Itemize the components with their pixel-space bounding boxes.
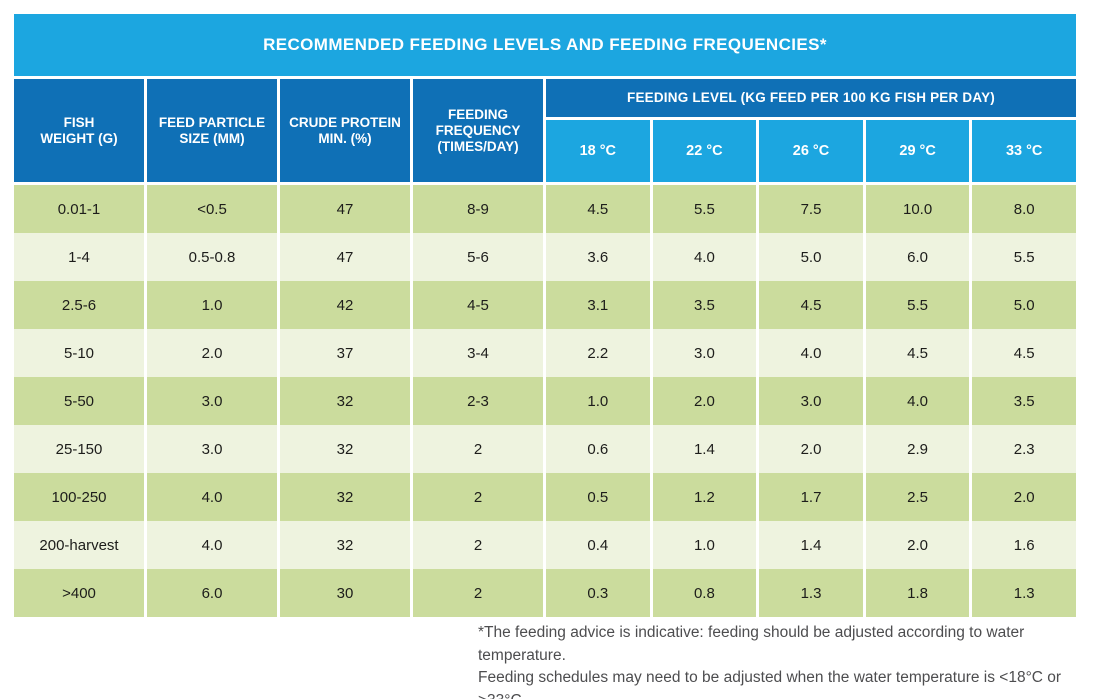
table-cell: 6.0 [147,569,277,617]
column-header-feeding-frequency: FEEDING FREQUENCY (TIMES/DAY) [413,79,543,182]
footnote: *The feeding advice is indicative: feedi… [478,622,1094,699]
table-cell: 4.0 [147,473,277,521]
table-cell: 0.5 [546,473,650,521]
table-cell: 2.0 [759,425,863,473]
footnote-line: Feeding schedules may need to be adjuste… [478,669,1062,699]
column-header-temp-22c: 22 °C [652,120,757,182]
table-cell: 4.5 [546,185,650,233]
table-cell: 3.0 [759,377,863,425]
table-cell: 2.3 [972,425,1076,473]
table-cell: <0.5 [147,185,277,233]
table-cell: 1.3 [759,569,863,617]
table-cell: 42 [280,281,410,329]
table-cell: 3.5 [972,377,1076,425]
table-cell: 5.0 [759,233,863,281]
table-cell: 8-9 [413,185,543,233]
table-cell: 6.0 [865,233,970,281]
table-cell: 10.0 [865,185,970,233]
table-cell: 5.5 [865,281,970,329]
table-cell: 2.2 [546,329,650,377]
table-cell: 4.5 [865,329,970,377]
table-cell: 1.0 [147,281,277,329]
table-cell: 0.01-1 [14,185,144,233]
table-cell: 1.6 [972,521,1076,569]
table-cell: 30 [280,569,410,617]
table-cell: 2-3 [413,377,543,425]
table-cell: 2.5-6 [14,281,144,329]
table-cell: 5-10 [14,329,144,377]
table-cell: 0.5-0.8 [147,233,277,281]
table-cell: 32 [280,425,410,473]
table-cell: 200-harvest [14,521,144,569]
table-cell: 2.9 [865,425,970,473]
column-header-temp-29c: 29 °C [865,120,970,182]
footnote-line: *The feeding advice is indicative: feedi… [478,624,1025,664]
column-header-temp-33c: 33 °C [972,120,1076,182]
table-cell: 4.0 [652,233,757,281]
table-cell: 2 [413,425,543,473]
table-cell: 1.2 [652,473,757,521]
table-cell: 25-150 [14,425,144,473]
table-cell: 2.0 [865,521,970,569]
table-title: RECOMMENDED FEEDING LEVELS AND FEEDING F… [14,14,1076,76]
table-header: FISH WEIGHT (G) FEED PARTICLE SIZE (MM) … [14,79,1076,182]
table-cell: 4.5 [972,329,1076,377]
column-header-temp-18c: 18 °C [546,120,650,182]
table-cell: 3.5 [652,281,757,329]
table-cell: 0.3 [546,569,650,617]
table-cell: 4.0 [147,521,277,569]
table-cell: 2.5 [865,473,970,521]
table-cell: 32 [280,377,410,425]
table-cell: 4.0 [759,329,863,377]
table-cell: 37 [280,329,410,377]
table-cell: 1.4 [759,521,863,569]
table-cell: 3.1 [546,281,650,329]
table-cell: 3.0 [147,425,277,473]
table-cell: 2.0 [147,329,277,377]
table-cell: 1.4 [652,425,757,473]
table-cell: 32 [280,521,410,569]
table-cell: 5.0 [972,281,1076,329]
table-cell: 2 [413,473,543,521]
column-header-fish-weight: FISH WEIGHT (G) [14,79,144,182]
table-cell: 2 [413,521,543,569]
table-cell: 4.5 [759,281,863,329]
table-cell: >400 [14,569,144,617]
table-cell: 1.7 [759,473,863,521]
table-cell: 2.0 [972,473,1076,521]
table-body: 0.01-1 <0.5 47 8-9 4.5 5.5 7.5 10.0 8.0 1-4 0.5-0.… [14,185,1076,617]
column-header-temp-26c: 26 °C [759,120,863,182]
table-cell: 4-5 [413,281,543,329]
table-cell: 100-250 [14,473,144,521]
table-cell: 5.5 [652,185,757,233]
table-cell: 3.0 [652,329,757,377]
table-cell: 1.3 [972,569,1076,617]
table-cell: 1.0 [652,521,757,569]
table-cell: 2.0 [652,377,757,425]
table-cell: 1-4 [14,233,144,281]
table-cell: 47 [280,233,410,281]
table-cell: 5-6 [413,233,543,281]
feeding-table: RECOMMENDED FEEDING LEVELS AND FEEDING F… [14,14,1076,617]
table-cell: 1.8 [865,569,970,617]
table-cell: 3-4 [413,329,543,377]
column-header-feeding-level: FEEDING LEVEL (KG FEED PER 100 KG FISH P… [546,79,1076,117]
table-cell: 1.0 [546,377,650,425]
table-cell: 5.5 [972,233,1076,281]
table-cell: 0.4 [546,521,650,569]
table-cell: 5-50 [14,377,144,425]
table-cell: 0.8 [652,569,757,617]
table-cell: 7.5 [759,185,863,233]
table-cell: 3.0 [147,377,277,425]
table-cell: 0.6 [546,425,650,473]
table-cell: 4.0 [865,377,970,425]
table-cell: 47 [280,185,410,233]
column-header-crude-protein: CRUDE PROTEIN MIN. (%) [280,79,410,182]
column-header-feed-particle-size: FEED PARTICLE SIZE (MM) [147,79,277,182]
table-cell: 3.6 [546,233,650,281]
table-cell: 32 [280,473,410,521]
table-cell: 8.0 [972,185,1076,233]
table-cell: 2 [413,569,543,617]
